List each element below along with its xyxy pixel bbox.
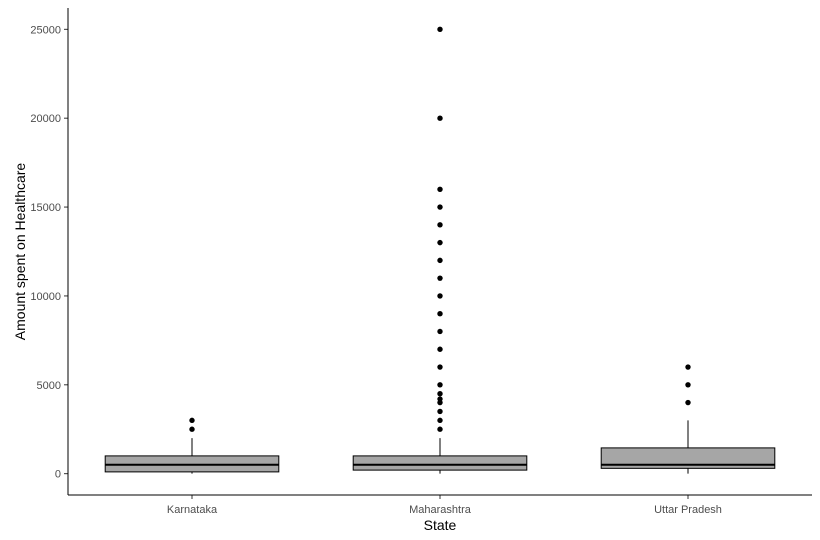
x-axis-ticks: Karnataka Maharashtra Uttar Pradesh — [167, 495, 722, 516]
outlier-point — [437, 382, 443, 388]
y-tick-label: 0 — [55, 469, 61, 481]
outlier-point — [437, 186, 443, 192]
outlier-point — [437, 328, 443, 335]
outlier-point — [437, 426, 443, 432]
y-tick-label: 15000 — [30, 202, 61, 214]
outlier-point — [437, 364, 443, 370]
y-tick-label: 20000 — [30, 113, 61, 125]
outlier-point — [437, 257, 443, 264]
outlier-point — [437, 390, 443, 397]
outlier-point — [685, 364, 691, 370]
outlier-point — [437, 204, 443, 210]
outlier-point — [189, 426, 195, 432]
outlier-point — [437, 417, 443, 424]
x-tick-label: Maharashtra — [409, 504, 472, 516]
outlier-point — [437, 275, 443, 281]
outlier-point — [437, 396, 443, 402]
outlier-point — [437, 26, 443, 33]
y-tick-label: 5000 — [37, 380, 61, 392]
outlier-point — [685, 399, 691, 406]
box-group — [352, 26, 528, 474]
outlier-point — [437, 346, 443, 352]
x-tick-label: Uttar Pradesh — [654, 504, 722, 516]
outlier-point — [189, 417, 195, 424]
x-tick-label: Karnataka — [167, 504, 218, 516]
box-iqr — [352, 455, 528, 471]
boxes-layer — [104, 26, 776, 474]
y-tick-label: 25000 — [30, 24, 61, 36]
y-axis-ticks: 0 5000 10000 15000 20000 25000 — [30, 24, 68, 481]
box-iqr — [600, 447, 776, 469]
y-tick-label: 10000 — [30, 291, 61, 303]
outlier-point — [437, 222, 443, 228]
box-group — [104, 417, 280, 474]
outlier-point — [437, 408, 443, 415]
outlier-point — [437, 239, 443, 246]
outlier-point — [437, 115, 443, 121]
outlier-point — [437, 293, 443, 299]
x-axis-title: State — [424, 517, 457, 533]
outlier-point — [437, 311, 443, 317]
y-axis-title: Amount spent on Healthcare — [12, 163, 28, 341]
box-group — [600, 364, 776, 474]
outlier-point — [685, 382, 691, 388]
